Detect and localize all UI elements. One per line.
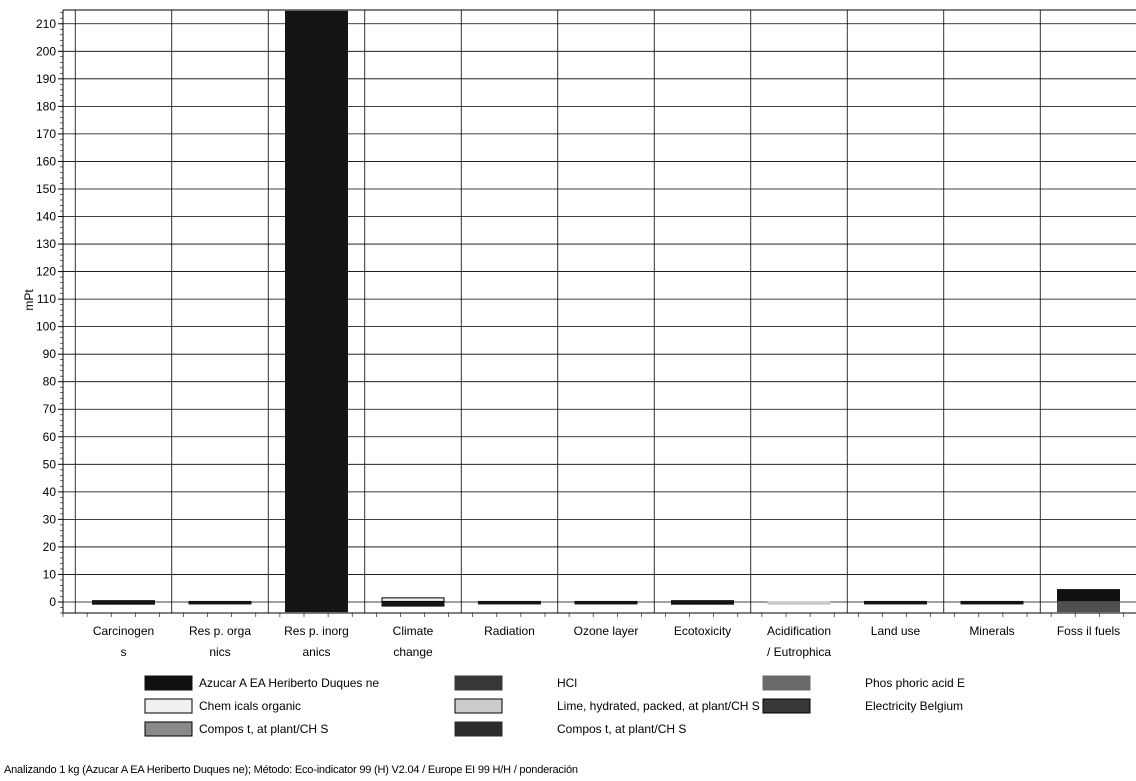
y-tick-label: 10 xyxy=(43,567,57,581)
bar-segment xyxy=(1057,600,1120,613)
x-tick-label: Climate xyxy=(393,624,434,638)
legend-swatch xyxy=(762,675,811,691)
x-tick-label: nics xyxy=(209,645,230,659)
legend-swatch xyxy=(454,698,503,714)
bar-segment xyxy=(960,600,1024,605)
bar-segment xyxy=(188,600,252,605)
y-tick-label: 40 xyxy=(43,485,57,499)
y-tick-label: 110 xyxy=(37,292,56,306)
y-tick-label: 150 xyxy=(36,182,56,196)
y-tick-label: 70 xyxy=(43,402,57,416)
x-tick-label: Ozone layer xyxy=(574,624,639,638)
bar-segment xyxy=(478,600,541,605)
bar-segment xyxy=(767,601,831,605)
y-tick-label: 20 xyxy=(43,540,57,554)
y-tick-label: 210 xyxy=(36,17,56,31)
legend-swatch xyxy=(144,698,193,714)
y-tick-label: 120 xyxy=(36,265,56,279)
footer-caption: Analizando 1 kg (Azucar A EA Heriberto D… xyxy=(4,764,578,776)
bar-segment xyxy=(285,10,348,613)
bar-segment xyxy=(1057,589,1120,602)
legend-swatch xyxy=(144,721,193,737)
bar-segment xyxy=(574,600,638,605)
bar-segment xyxy=(92,600,155,605)
legend-label: Phos phoric acid E xyxy=(865,676,965,690)
bar-segment xyxy=(381,600,445,607)
legend-swatch xyxy=(454,721,503,737)
y-tick-label: 160 xyxy=(36,154,56,168)
y-tick-label: 100 xyxy=(36,320,56,334)
y-tick-label: 90 xyxy=(43,347,57,361)
y-tick-label: 200 xyxy=(36,44,56,58)
x-tick-label: Carcinogen xyxy=(93,624,154,638)
y-tick-label: 130 xyxy=(36,237,56,251)
legend-label: Electricity Belgium xyxy=(865,699,963,713)
y-tick-label: 140 xyxy=(36,210,56,224)
x-tick-label: anics xyxy=(302,645,330,659)
legend-label: Chem icals organic xyxy=(199,699,301,713)
legend-label: Azucar A EA Heriberto Duques ne xyxy=(199,676,379,690)
x-tick-label: Ecotoxicity xyxy=(674,624,731,638)
x-tick-label: Acidification xyxy=(767,624,831,638)
x-tick-label: Res p. inorg xyxy=(284,624,349,638)
y-tick-label: 50 xyxy=(43,457,57,471)
legend-label: Compos t, at plant/CH S xyxy=(199,722,328,736)
y-tick-label: 60 xyxy=(43,430,57,444)
legend-swatch xyxy=(454,675,503,691)
x-tick-label: Res p. orga xyxy=(189,624,251,638)
bar-segment xyxy=(381,597,445,602)
bar-segment xyxy=(864,600,927,605)
x-tick-label: Radiation xyxy=(484,624,535,638)
legend-swatch xyxy=(762,698,811,714)
x-tick-label: Land use xyxy=(871,624,921,638)
y-tick-label: 30 xyxy=(43,512,57,526)
legend-label: Lime, hydrated, packed, at plant/CH S xyxy=(557,699,760,713)
y-tick-label: 80 xyxy=(43,375,57,389)
x-tick-label: Foss il fuels xyxy=(1057,624,1120,638)
y-tick-label: 190 xyxy=(36,72,56,86)
x-tick-label: change xyxy=(393,645,433,659)
y-tick-label: 0 xyxy=(49,595,56,609)
y-axis-label: mPt xyxy=(22,289,36,311)
y-tick-label: 180 xyxy=(36,99,56,113)
bar-segment xyxy=(671,600,734,605)
x-tick-label: / Eutrophica xyxy=(767,645,831,659)
y-tick-label: 170 xyxy=(36,127,56,141)
legend-swatch xyxy=(144,675,193,691)
legend-label: Compos t, at plant/CH S xyxy=(557,722,686,736)
legend-label: HCl xyxy=(557,676,577,690)
x-tick-label: Minerals xyxy=(969,624,1014,638)
x-tick-label: s xyxy=(121,645,127,659)
